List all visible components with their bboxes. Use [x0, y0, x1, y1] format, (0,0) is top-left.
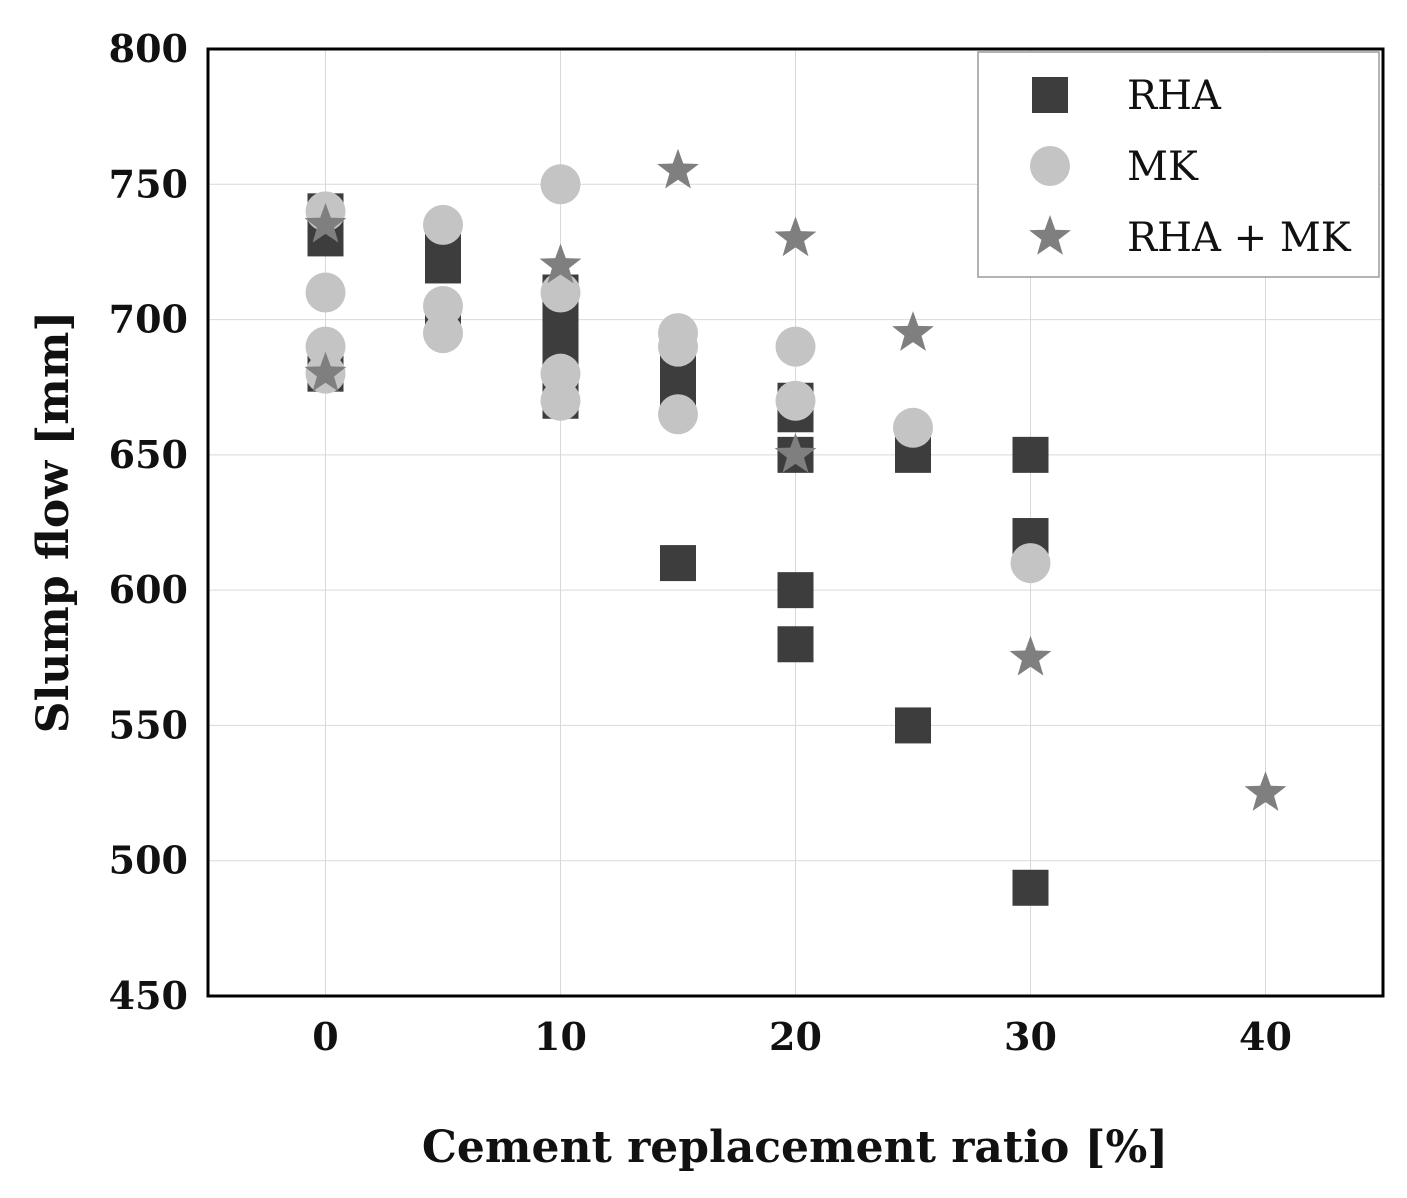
x-tick-label: 10 — [534, 1014, 587, 1059]
y-tick-label: 550 — [109, 702, 188, 747]
rha-mk-point — [1009, 635, 1052, 676]
series-rha-mk — [304, 148, 1287, 811]
mk-point — [423, 204, 463, 245]
legend-marker-rha — [1032, 77, 1068, 113]
mk-point — [423, 313, 463, 354]
series-mk — [305, 164, 1051, 584]
rha-point — [1012, 436, 1049, 473]
legend-marker-rha-mk — [1029, 215, 1071, 255]
legend: RHA MK RHA + MK — [977, 51, 1380, 278]
rha-mk-point — [774, 216, 817, 257]
mk-point — [893, 407, 933, 448]
rha-mk-point — [539, 243, 582, 284]
x-tick-label: 40 — [1239, 1014, 1292, 1059]
plot-area-frame — [206, 47, 1385, 998]
mk-point — [305, 272, 346, 313]
mk-point — [540, 272, 581, 313]
y-tick-label: 500 — [109, 838, 188, 883]
rha-mk-point — [1244, 771, 1287, 811]
x-tick-label: 20 — [769, 1014, 822, 1059]
mk-point — [658, 394, 698, 435]
y-tick-label: 600 — [109, 567, 188, 612]
axis-ticks: 0 10 20 30 40 450 500 550 600 650 700 750 800 — [109, 26, 1292, 1059]
rha-mk-point — [774, 432, 817, 473]
y-tick-label: 450 — [109, 973, 188, 1018]
mk-point — [658, 326, 698, 367]
rha-point — [777, 572, 814, 609]
legend-label-rha: RHA — [1127, 73, 1222, 119]
rha-point — [1012, 869, 1049, 906]
rha-mk-point — [892, 311, 934, 351]
y-axis-title: Slump flow [mm] — [28, 311, 79, 733]
rha-mk-point — [657, 148, 699, 189]
y-tick-label: 700 — [109, 297, 188, 342]
rha-point — [660, 545, 696, 582]
rha-point — [777, 626, 814, 663]
x-axis-title: Cement replacement ratio [%] — [422, 1122, 1168, 1173]
rha-point — [425, 247, 461, 284]
rha-point — [895, 707, 931, 744]
legend-item-mk: MK — [1030, 144, 1199, 190]
legend-item-rha-mk: RHA + MK — [1029, 215, 1352, 261]
x-tick-label: 0 — [312, 1014, 338, 1059]
rha-mk-point — [304, 351, 347, 392]
mk-point — [540, 380, 581, 421]
y-tick-label: 800 — [109, 26, 188, 71]
legend-label-mk: MK — [1127, 144, 1199, 190]
mk-point — [775, 326, 816, 367]
mk-point — [1010, 543, 1051, 584]
legend-marker-mk — [1030, 146, 1070, 186]
x-tick-label: 30 — [1004, 1014, 1057, 1059]
y-tick-label: 750 — [109, 161, 188, 206]
rha-mk-point — [304, 202, 347, 243]
legend-label-rha-mk: RHA + MK — [1127, 215, 1352, 261]
mk-point — [775, 380, 816, 421]
data-series — [304, 148, 1287, 906]
legend-item-rha: RHA — [1032, 73, 1222, 119]
y-tick-label: 650 — [109, 432, 188, 477]
mk-point — [540, 164, 581, 205]
